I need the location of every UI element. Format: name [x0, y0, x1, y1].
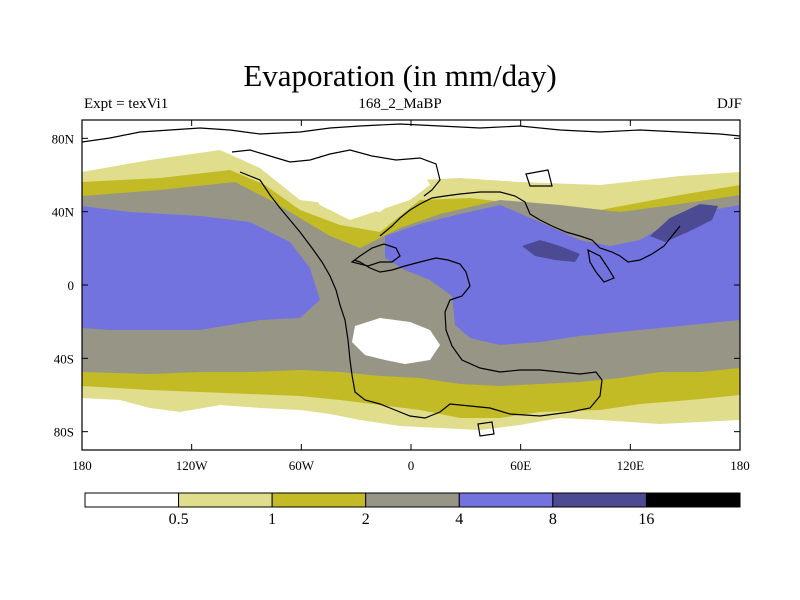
- outline-north-coast: [231, 149, 441, 197]
- colorbar-label: 1: [268, 511, 276, 528]
- x-tick-label: 0: [408, 458, 415, 473]
- colorbar-swatch: [271, 492, 367, 508]
- x-tick-label: 120W: [176, 458, 209, 473]
- colorbar-label: 8: [549, 511, 557, 528]
- contour-band-4-8: [82, 206, 320, 330]
- season-label: DJF: [716, 96, 742, 112]
- outline-arctic: [81, 123, 741, 143]
- y-tick-label: 80S: [54, 425, 74, 440]
- chart-title: Evaporation (in mm/day): [243, 58, 557, 93]
- colorbar-swatch: [178, 492, 273, 508]
- dry-region-south: [352, 318, 440, 364]
- outline-inland-sea: [350, 243, 401, 267]
- colorbar-label: 0.5: [169, 511, 189, 528]
- y-tick-label: 80N: [52, 131, 75, 146]
- y-tick-label: 40S: [54, 351, 74, 366]
- colorbar-swatch: [552, 492, 647, 508]
- outline-island-east: [525, 169, 553, 187]
- x-tick-label: 180: [72, 458, 92, 473]
- colorbar: 0.5 1 2 4 8 16: [84, 492, 741, 528]
- x-tick-label: 120E: [617, 458, 645, 473]
- outline-island-south: [477, 421, 495, 437]
- period-label: 168_2_MaBP: [358, 96, 442, 112]
- y-tick-label: 0: [68, 278, 75, 293]
- outline-peninsula: [587, 248, 615, 283]
- colorbar-swatch: [365, 492, 460, 508]
- y-tick-label: 40N: [52, 205, 75, 220]
- x-tick-label: 60E: [510, 458, 531, 473]
- colorbar-swatch: [645, 492, 741, 508]
- y-axis: 80N 40N 0 40S 80S: [52, 131, 740, 440]
- contour-band-8-16-sea: [522, 240, 580, 262]
- colorbar-label: 16: [638, 511, 654, 528]
- x-tick-label: 180: [730, 458, 750, 473]
- x-tick-label: 60W: [289, 458, 315, 473]
- contour-band-4-8-east: [385, 205, 740, 345]
- colorbar-swatch: [84, 492, 180, 508]
- contour-band-8-16-japan: [650, 204, 718, 242]
- outline-west-continent: [239, 171, 603, 419]
- experiment-label: Expt = texVi1: [84, 96, 169, 112]
- colorbar-label: 4: [455, 511, 463, 528]
- contour-field: [82, 150, 740, 430]
- x-axis: 180 120W 60W 0 60E 120E 180: [72, 120, 750, 473]
- continent-outlines: [81, 123, 741, 437]
- outline-east-continent: [379, 191, 681, 263]
- colorbar-swatch: [458, 492, 554, 508]
- dry-region-north: [300, 165, 430, 220]
- colorbar-label: 2: [362, 511, 370, 528]
